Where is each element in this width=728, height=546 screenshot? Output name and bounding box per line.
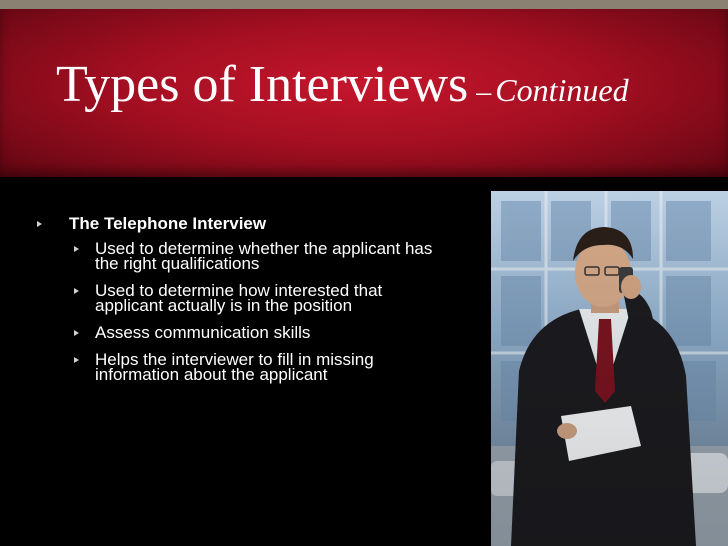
bullet-heading: The Telephone Interview — [30, 213, 450, 235]
title-main: Types of Interviews — [56, 56, 469, 113]
title-dash: – — [476, 75, 492, 108]
title-continued: Continued — [495, 72, 629, 108]
triangle-bullet-icon — [37, 221, 42, 227]
list-item: Used to determine how interested that ap… — [69, 281, 450, 315]
businessman-on-phone-photo — [491, 191, 728, 546]
list-item: Used to determine whether the applicant … — [69, 239, 450, 273]
slide-title: Types of Interviews – Continued — [56, 55, 716, 114]
sub-bullet-list: Used to determine whether the applicant … — [69, 239, 450, 384]
triangle-bullet-icon — [74, 330, 79, 336]
bullet-text: Used to determine whether the applicant … — [95, 239, 433, 273]
bullet-text: Helps the interviewer to fill in missing… — [95, 350, 374, 384]
bullet-text: Used to determine how interested that ap… — [95, 281, 383, 315]
top-strip — [0, 0, 728, 9]
title-band: Types of Interviews – Continued — [0, 9, 728, 177]
list-item: Helps the interviewer to fill in missing… — [69, 350, 450, 384]
slide-content: The Telephone Interview Used to determin… — [30, 213, 450, 394]
triangle-bullet-icon — [74, 288, 79, 294]
triangle-bullet-icon — [74, 246, 79, 252]
heading-text: The Telephone Interview — [69, 214, 267, 233]
bullet-text: Assess communication skills — [95, 323, 311, 342]
list-item: Assess communication skills — [69, 323, 450, 342]
triangle-bullet-icon — [74, 357, 79, 363]
